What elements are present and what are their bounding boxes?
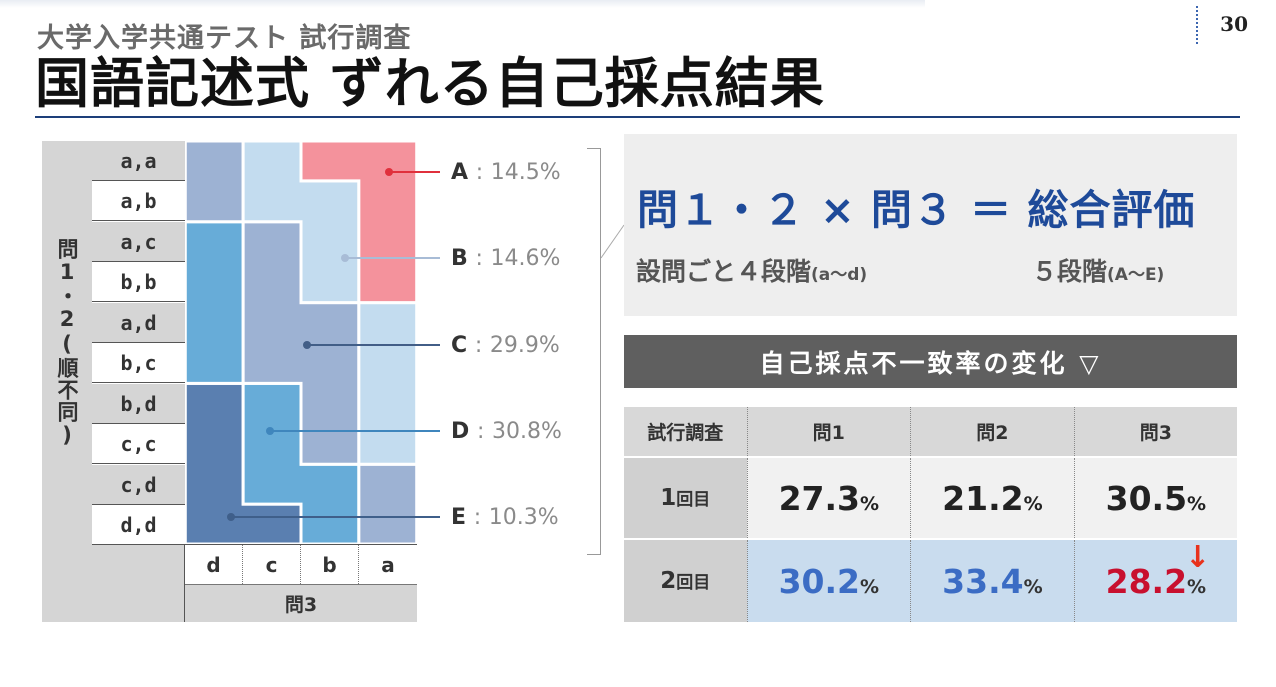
row-label: b,d — [92, 384, 185, 424]
bracket-pointer — [600, 224, 625, 259]
mismatch-table: 試行調査 問1 問2 問3 1回目 27.3% 21.2% 30.5% 2回目 … — [624, 407, 1237, 622]
grid-corner — [42, 545, 185, 622]
page-number-divider — [1196, 6, 1198, 44]
table-cell: 28.2% — [1073, 538, 1237, 622]
labels-bracket — [587, 148, 601, 555]
leader-dot-e — [227, 513, 235, 521]
down-arrow-icon: ↓ — [1185, 540, 1211, 575]
grade-cells — [185, 141, 417, 545]
page-number: 30 — [1220, 12, 1248, 36]
table-cell: 30.2% — [746, 538, 911, 622]
row-axis-label: 問1・2(順不同) — [55, 238, 79, 448]
table-header: 問2 — [910, 407, 1075, 457]
row-label: a,c — [92, 222, 185, 262]
table-row: 1回目 27.3% 21.2% 30.5% — [624, 456, 1237, 539]
grade-label-d: D : 30.8% — [451, 419, 562, 444]
leader-dot-d — [266, 427, 274, 435]
leader-dot-b — [341, 254, 349, 262]
row-label: d,d — [92, 505, 185, 545]
row-label: b,b — [92, 262, 185, 302]
subtitle: 大学入学共通テスト 試行調査 — [37, 23, 412, 54]
grade-label-c: C : 29.9% — [451, 333, 560, 358]
table-row: 2回目 30.2% 33.4% 28.2% — [624, 538, 1237, 622]
table-cell: 27.3% — [746, 456, 911, 539]
leader-dot-a — [385, 168, 393, 176]
table-header-row: 試行調査 問1 問2 問3 — [624, 407, 1237, 457]
top-strip — [0, 0, 925, 8]
col-label: c — [243, 545, 301, 584]
grade-label-a: A : 14.5% — [451, 160, 561, 185]
table-header: 試行調査 — [624, 407, 747, 457]
table-header: 問1 — [746, 407, 911, 457]
row-label: a,d — [92, 303, 185, 343]
row-label: a,b — [92, 181, 185, 221]
grade-label-e: E : 10.3% — [451, 505, 559, 530]
table-cell: 30.5% — [1073, 456, 1237, 539]
table-cell: 33.4% — [910, 538, 1075, 622]
title-underline — [35, 116, 1240, 118]
grade-label-b: B : 14.6% — [451, 246, 561, 271]
col-axis-label: 問3 — [185, 584, 417, 622]
row-axis-label-box: 問1・2(順不同) — [42, 141, 92, 545]
table-cell: 21.2% — [910, 456, 1075, 539]
row-label: b,c — [92, 343, 185, 383]
table-header: 問3 — [1073, 407, 1237, 457]
row-label: c,d — [92, 465, 185, 505]
col-label: a — [359, 545, 417, 584]
row-label: c,c — [92, 424, 185, 464]
grade-grid: 問1・2(順不同) a,a a,b a,c b,b a,d b,c b,d c,… — [42, 141, 417, 622]
formula-left-note: 設問ごと４段階(a～d) — [636, 257, 868, 286]
formula-main: 問１・２ × 問３ ＝ 総合評価 — [637, 186, 1196, 234]
leader-dot-c — [303, 341, 311, 349]
row-header: 1回目 — [624, 456, 747, 539]
grade-region-a — [299, 141, 417, 305]
row-header: 2回目 — [624, 538, 747, 622]
row-label: a,a — [92, 141, 185, 181]
col-label: b — [301, 545, 359, 584]
row-axis-band — [42, 141, 92, 545]
formula-right-note: ５段階(A～E) — [1032, 257, 1165, 286]
col-label: d — [185, 545, 243, 584]
formula-panel: 問１・２ × 問３ ＝ 総合評価 設問ごと４段階(a～d) ５段階(A～E) — [624, 134, 1237, 316]
table-title: 自己採点不一致率の変化 ▽ — [624, 335, 1237, 388]
page-title: 国語記述式 ずれる自己採点結果 — [35, 52, 825, 115]
